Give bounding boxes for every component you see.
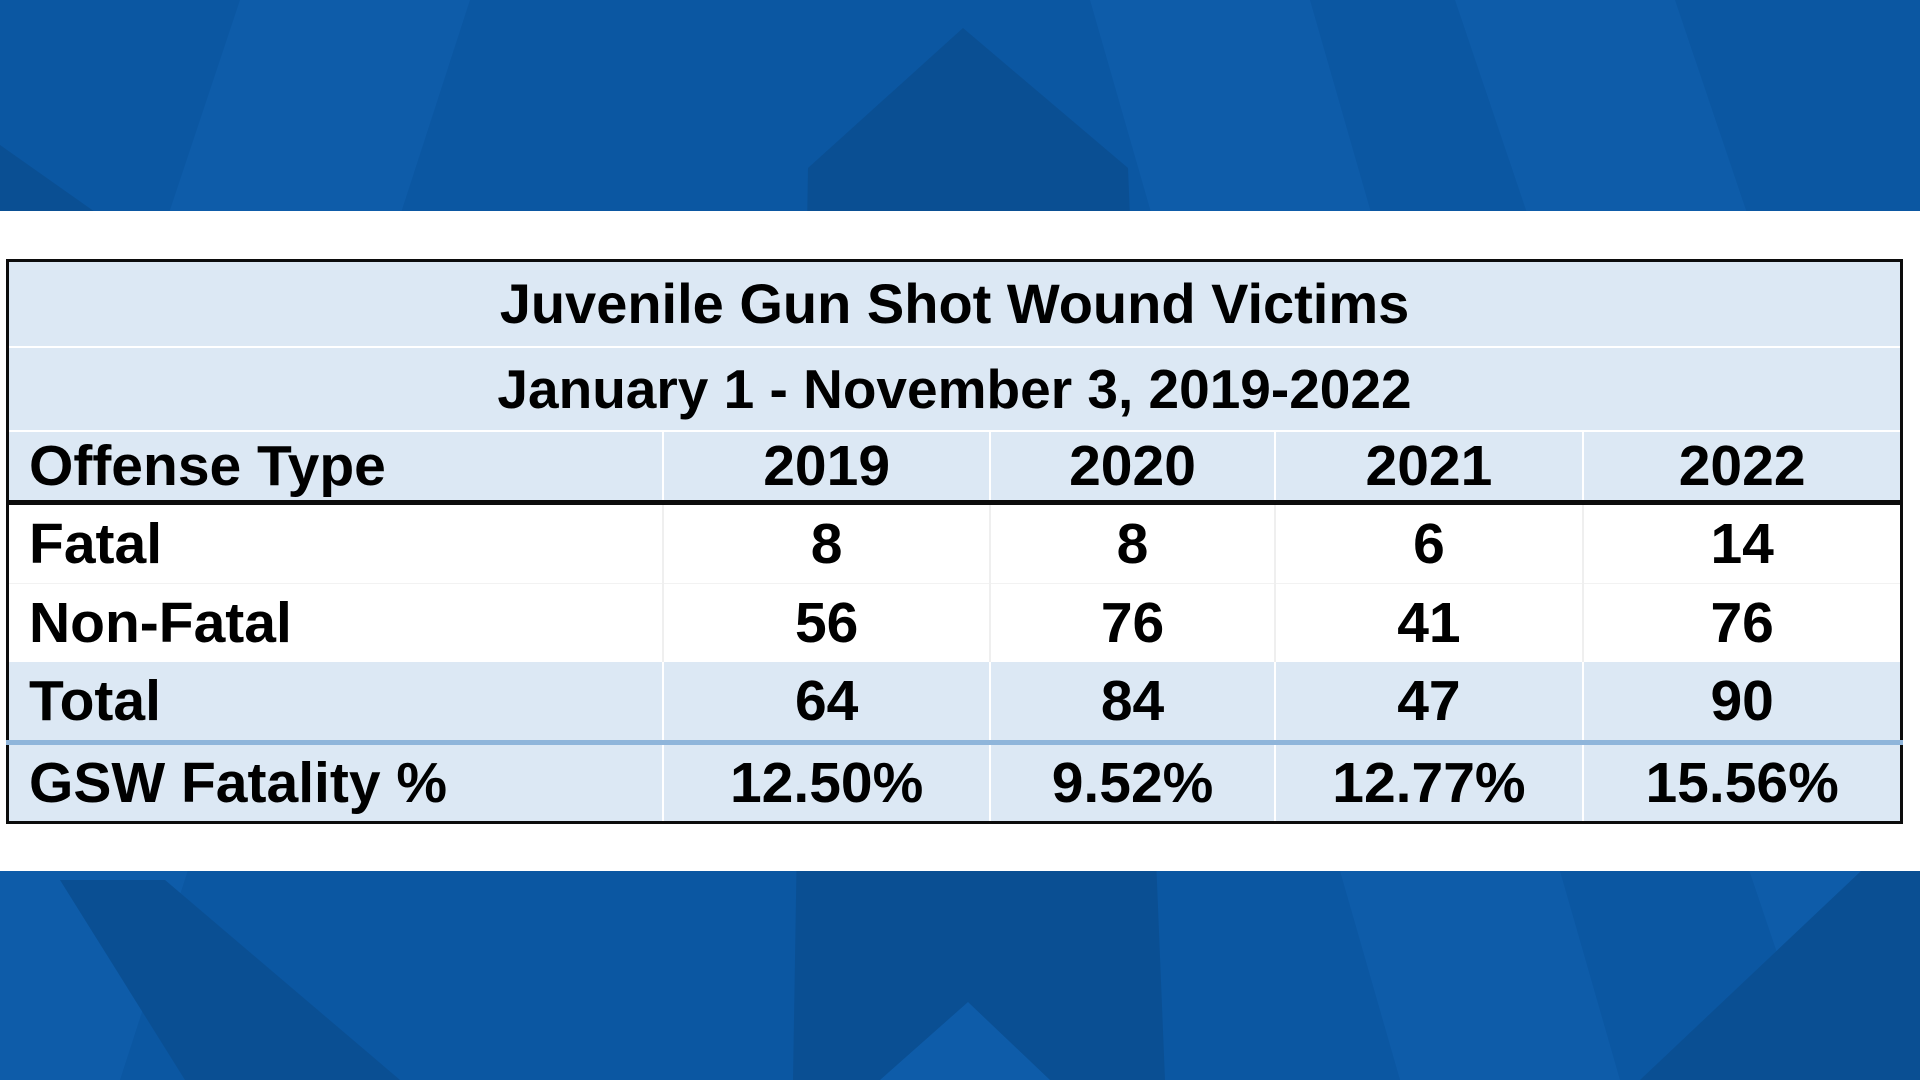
table-subtitle: January 1 - November 3, 2019-2022 [7, 347, 1902, 432]
table-row-non-fatal: Non-Fatal 56 76 41 76 [7, 583, 1902, 662]
row-label-gsw-fatality-pct: GSW Fatality % [7, 740, 663, 823]
column-header-2021: 2021 [1273, 431, 1584, 505]
cell-fatal-2019: 8 [661, 502, 991, 584]
cell-fatal-2022: 14 [1582, 502, 1902, 584]
table-row-total: Total 64 84 47 90 [7, 662, 1902, 743]
cell-gsw-2019: 12.50% [661, 740, 991, 823]
cell-non-fatal-2021: 41 [1273, 583, 1584, 662]
column-header-offense-type: Offense Type [7, 431, 663, 505]
column-header-2019: 2019 [661, 431, 991, 505]
cell-total-2022: 90 [1582, 662, 1902, 743]
table-title: Juvenile Gun Shot Wound Victims [7, 260, 1902, 348]
row-label-total: Total [7, 662, 663, 743]
cell-gsw-2022: 15.56% [1582, 740, 1902, 823]
gsw-victims-table: Juvenile Gun Shot Wound Victims January … [6, 259, 1903, 824]
row-label-non-fatal: Non-Fatal [7, 583, 663, 662]
column-header-2022: 2022 [1582, 431, 1902, 505]
table-title-row: Juvenile Gun Shot Wound Victims [7, 260, 1902, 348]
cell-non-fatal-2019: 56 [661, 583, 991, 662]
cell-gsw-2021: 12.77% [1273, 740, 1584, 823]
table-header-row: Offense Type 2019 2020 2021 2022 [7, 431, 1902, 505]
cell-total-2021: 47 [1273, 662, 1584, 743]
cell-gsw-2020: 9.52% [989, 740, 1275, 823]
cell-non-fatal-2020: 76 [989, 583, 1275, 662]
cell-fatal-2021: 6 [1273, 502, 1584, 584]
cell-fatal-2020: 8 [989, 502, 1275, 584]
cell-total-2020: 84 [989, 662, 1275, 743]
table-row-fatal: Fatal 8 8 6 14 [7, 502, 1902, 584]
table-subtitle-row: January 1 - November 3, 2019-2022 [7, 347, 1902, 432]
column-header-2020: 2020 [989, 431, 1275, 505]
table-row-gsw-fatality-pct: GSW Fatality % 12.50% 9.52% 12.77% 15.56… [7, 740, 1902, 823]
cell-non-fatal-2022: 76 [1582, 583, 1902, 662]
cell-total-2019: 64 [661, 662, 991, 743]
row-label-fatal: Fatal [7, 502, 663, 584]
